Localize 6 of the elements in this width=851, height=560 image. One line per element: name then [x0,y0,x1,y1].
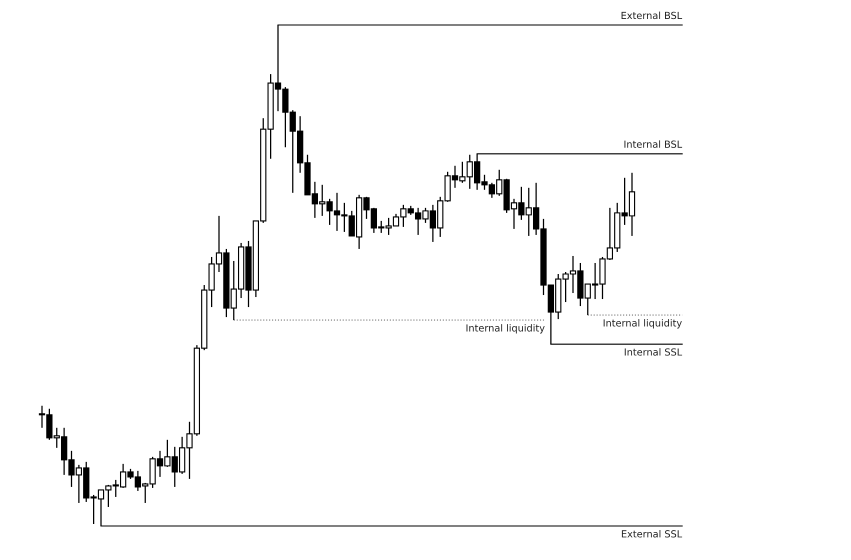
ref-line-label: Internal SSL [624,348,682,356]
ref-line-label: Internal BSL [624,140,682,148]
ref-line-label: External BSL [622,12,682,20]
ref-line-label: External SSL [622,530,682,538]
ref-line-label: Internal liquidity [466,324,545,334]
ref-line-label: Internal liquidity [604,319,682,328]
